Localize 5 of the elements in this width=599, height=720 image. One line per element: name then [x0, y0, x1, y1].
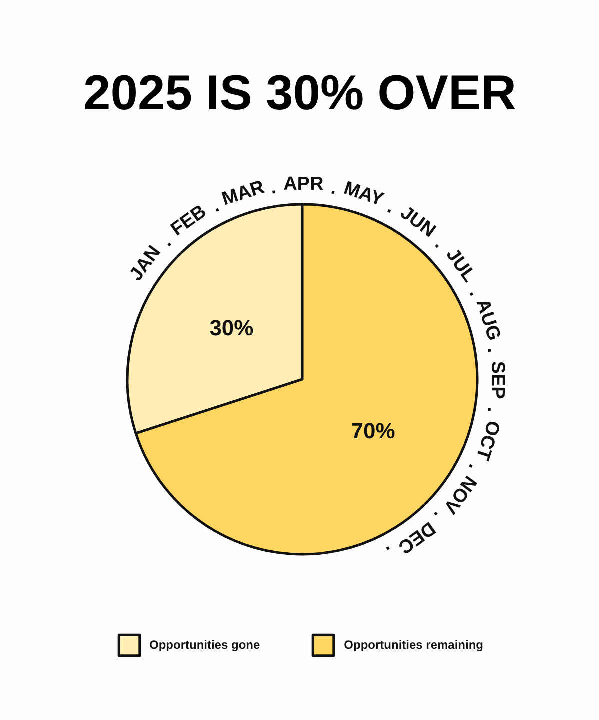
legend-label: Opportunities gone	[149, 637, 260, 654]
data-label: 70%	[351, 418, 396, 444]
data-label: 30%	[210, 316, 254, 341]
legend-label: Opportunities remaining	[344, 637, 484, 654]
chart-title: 2025 IS 30% OVER	[83, 66, 517, 120]
